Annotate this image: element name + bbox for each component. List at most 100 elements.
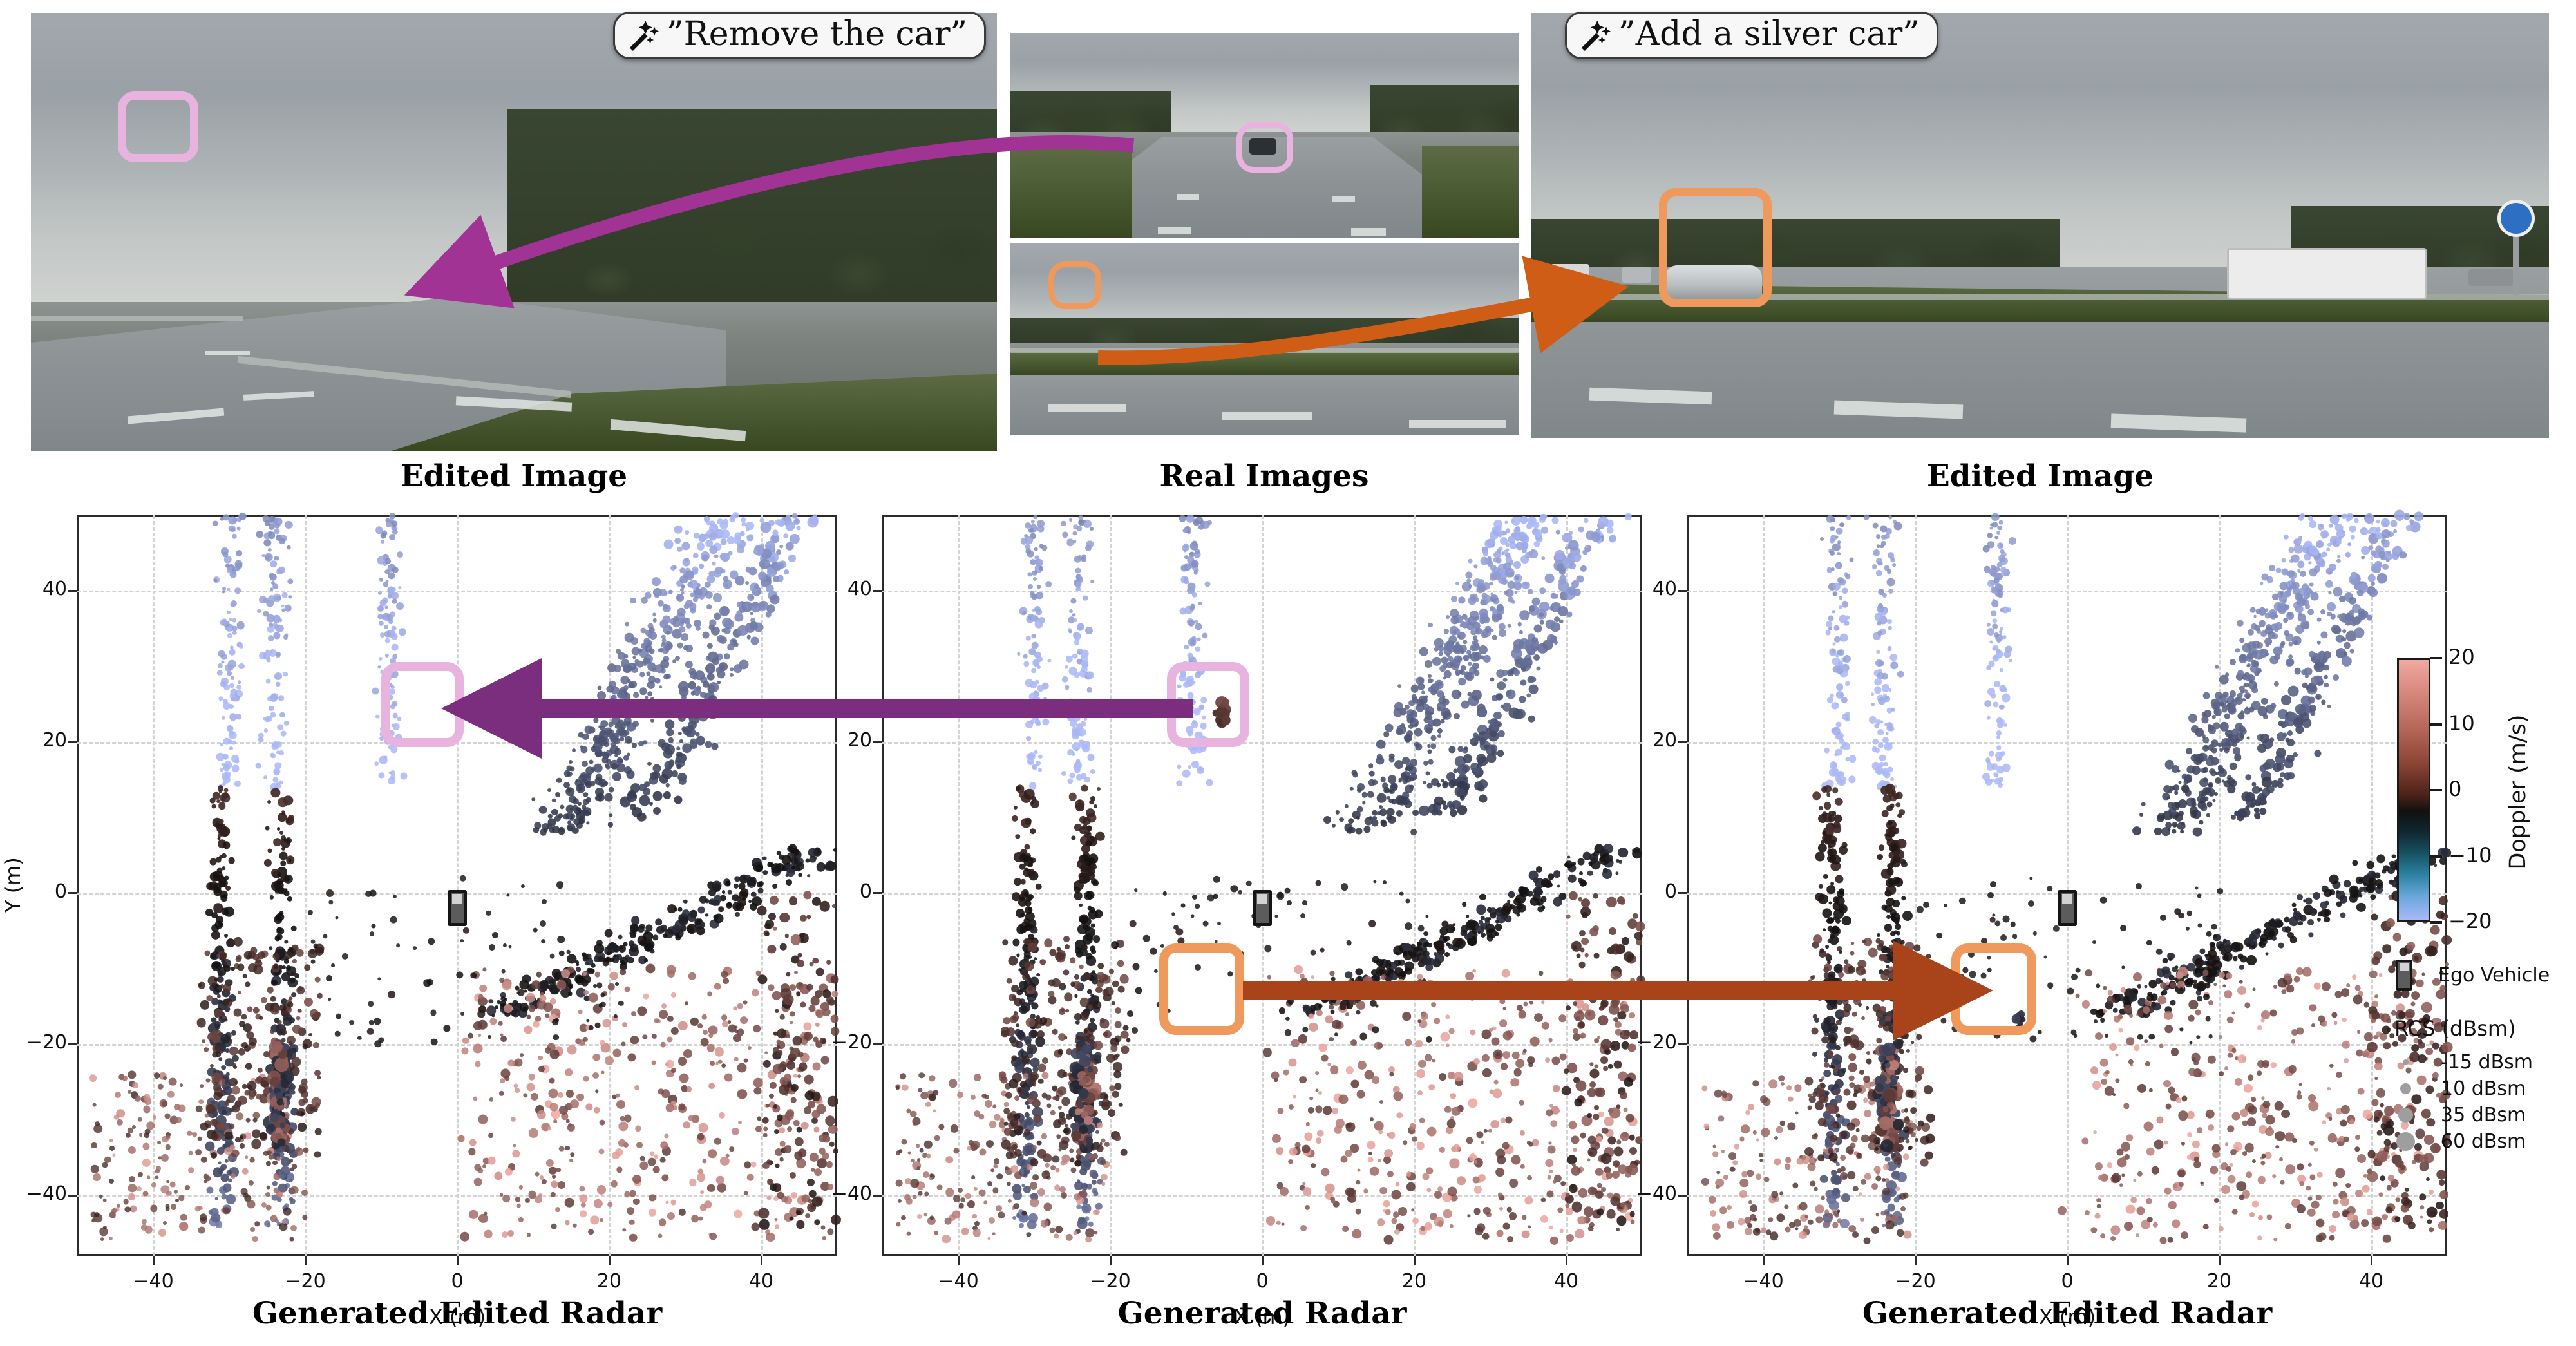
radar-point <box>154 1072 160 1079</box>
radar-point <box>1563 593 1567 598</box>
radar-point <box>146 1121 155 1130</box>
radar-point <box>1495 694 1502 701</box>
radar-point <box>287 545 291 549</box>
radar-point <box>703 1030 708 1035</box>
radar-point <box>565 788 574 797</box>
radar-point <box>1629 1012 1635 1019</box>
radar-point <box>743 1000 748 1005</box>
radar-point <box>224 934 228 938</box>
radar-point <box>1090 527 1094 531</box>
radar-point <box>814 1168 822 1176</box>
radar-point <box>1543 879 1552 888</box>
radar-point <box>1450 1093 1456 1099</box>
radar-point <box>1515 894 1526 904</box>
remove-region-highlight-left <box>118 91 198 162</box>
radar-point <box>372 924 376 929</box>
radar-point <box>336 1014 341 1019</box>
radar-point <box>1423 781 1426 784</box>
radar-point <box>1529 871 1539 880</box>
radar-point <box>730 1147 735 1152</box>
add-car-prompt[interactable]: ”Add a silver car” <box>1565 12 1938 59</box>
radar-point <box>1405 968 1412 975</box>
radar-point <box>128 1090 131 1094</box>
radar-point <box>1198 524 1204 530</box>
radar-point <box>1439 1073 1446 1081</box>
radar-point <box>1315 1071 1319 1075</box>
radar-point <box>1097 787 1101 791</box>
radar-point <box>269 1154 274 1160</box>
radar-point <box>1387 990 1394 998</box>
radar-point <box>291 925 297 931</box>
radar-point <box>1489 1028 1493 1032</box>
radar-point <box>1369 771 1375 777</box>
radar-point <box>633 692 639 698</box>
radar-point <box>1522 657 1533 668</box>
radar-point <box>180 1214 187 1221</box>
radar-point <box>687 913 696 922</box>
radar-point <box>392 654 397 659</box>
radar-point <box>1086 687 1092 693</box>
radar-point <box>1340 1156 1347 1163</box>
radar-point <box>204 1047 209 1052</box>
radar-point <box>588 1229 594 1235</box>
radar-point <box>614 754 618 757</box>
radar-point <box>1508 891 1515 898</box>
radar-point <box>1356 828 1363 835</box>
radar-point <box>388 594 392 598</box>
radar-point <box>592 1072 599 1079</box>
radar-point <box>1434 1018 1440 1024</box>
radar-point <box>1558 606 1568 616</box>
radar-point <box>548 1088 558 1098</box>
remove-car-prompt[interactable]: ”Remove the car” <box>613 12 986 59</box>
radar-point <box>1276 1221 1281 1226</box>
caption-edited-image-left: Edited Image <box>31 459 997 494</box>
radar-point <box>1484 539 1493 548</box>
radar-point <box>576 1094 584 1101</box>
radar-point <box>1446 1119 1456 1128</box>
radar-point <box>1370 1167 1379 1177</box>
radar-point <box>1533 529 1538 534</box>
radar-point <box>1393 708 1403 717</box>
radar-point <box>1598 516 1609 527</box>
radar-point <box>478 1034 482 1038</box>
radar-point <box>507 1230 514 1237</box>
radar-point <box>815 1041 823 1048</box>
x-tick-mark <box>1110 1256 1112 1265</box>
radar-point <box>1037 585 1041 589</box>
radar-point <box>1462 614 1468 620</box>
radar-point <box>793 1036 802 1045</box>
radar-point <box>1407 992 1412 996</box>
radar-point <box>1024 891 1028 896</box>
radar-point <box>595 788 604 797</box>
radar-point <box>1441 708 1451 718</box>
radar-point <box>1182 770 1190 778</box>
radar-point <box>526 1083 535 1092</box>
radar-point <box>667 1037 673 1043</box>
radar-point <box>1410 710 1417 718</box>
radar-point <box>458 1135 465 1142</box>
radar-point <box>1443 663 1448 668</box>
radar-point <box>1179 515 1186 522</box>
radar-point <box>664 761 672 769</box>
radar-point <box>630 924 639 933</box>
radar-point <box>714 1138 721 1145</box>
radar-point <box>708 1150 717 1159</box>
x-tick-mark <box>2219 1256 2221 1265</box>
radar-point <box>1606 527 1613 534</box>
grid-line-horizontal <box>1687 1044 2447 1046</box>
radar-point <box>790 1172 796 1179</box>
radar-point <box>819 1148 826 1155</box>
radar-point <box>900 1073 907 1079</box>
radar-point <box>1509 1179 1518 1188</box>
radar-point <box>718 906 724 913</box>
radar-point <box>1452 801 1461 810</box>
radar-point <box>1414 728 1423 736</box>
radar-point <box>314 1070 321 1077</box>
radar-point <box>576 967 581 972</box>
x-tick-label: 40 <box>729 1270 793 1293</box>
x-tick-label: −20 <box>1883 1270 1947 1293</box>
radar-point <box>589 968 595 974</box>
radar-point <box>1427 1127 1437 1137</box>
radar-point <box>1564 862 1569 867</box>
radar-point <box>1488 731 1499 742</box>
